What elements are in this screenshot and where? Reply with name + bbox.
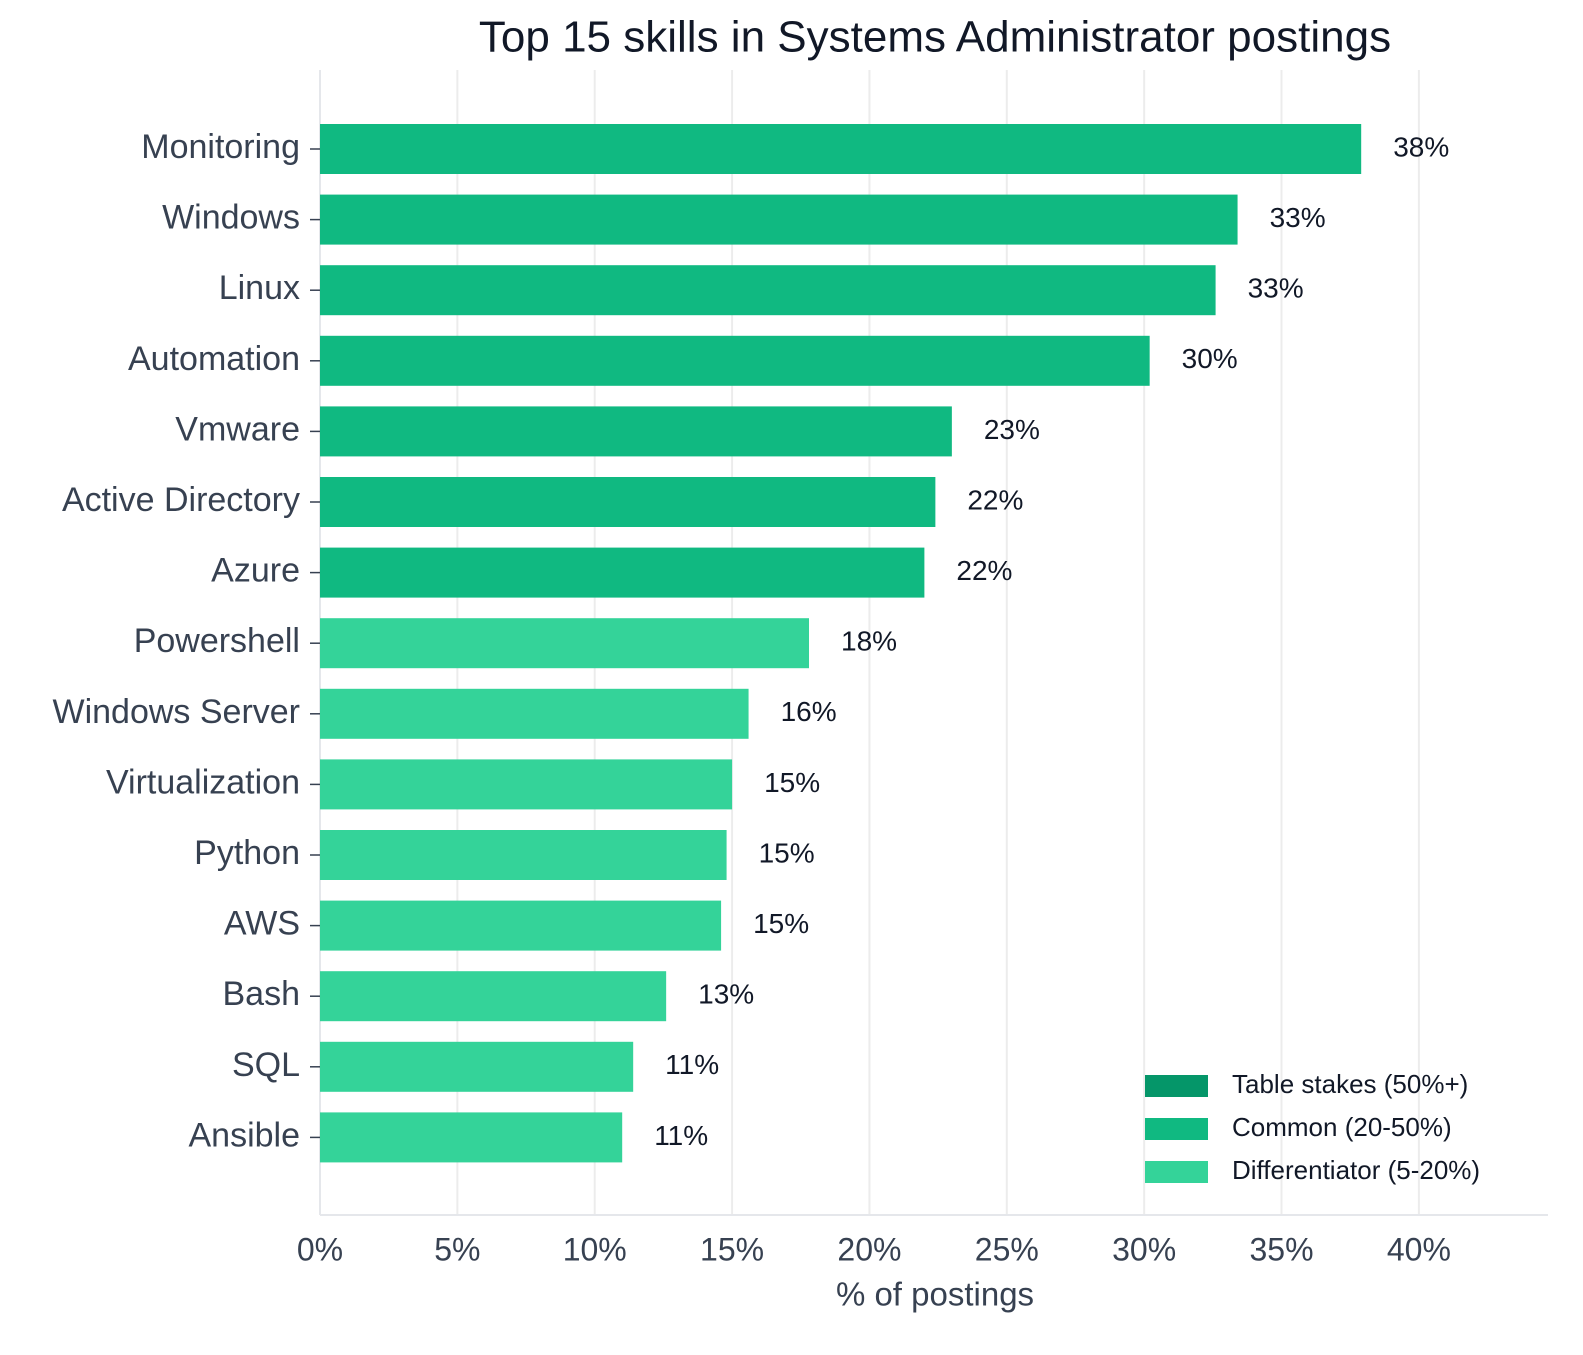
value-label: 16% [781,696,837,727]
bar [320,971,667,1022]
y-tick-label: Active Directory [62,481,300,519]
value-label: 15% [764,767,820,798]
y-tick-label: Monitoring [141,128,300,166]
bar [320,124,1362,174]
value-label: 22% [967,484,1023,515]
y-tick-label: Python [194,834,300,872]
legend-swatch [1145,1118,1208,1140]
bar [320,335,1150,386]
value-label: 30% [1182,343,1238,374]
bar [320,618,810,669]
bar [320,1041,634,1092]
value-label: 38% [1393,131,1449,162]
bar [320,406,952,457]
y-tick-label: Automation [128,340,300,378]
x-axis-label: % of postings [836,1276,1034,1313]
y-tick-label: Windows Server [52,693,300,731]
value-label: 22% [956,555,1012,586]
legend-label: Common (20-50%) [1232,1112,1452,1142]
value-label: 11% [654,1120,708,1151]
legend-swatch [1145,1075,1208,1097]
y-tick-label: Bash [223,975,301,1013]
x-tick-label: 30% [1112,1231,1176,1267]
bar [320,477,936,527]
x-tick-label: 35% [1249,1231,1313,1267]
x-tick-label: 40% [1387,1231,1451,1267]
y-tick-label: Azure [211,552,300,590]
bar [320,688,749,739]
bar [320,759,733,810]
value-label: 33% [1270,202,1326,233]
x-tick-label: 10% [563,1231,627,1267]
y-tick-label: Linux [219,269,300,307]
x-tick-label: 0% [297,1231,343,1267]
bar [320,194,1238,245]
chart-title: Top 15 skills in Systems Administrator p… [479,13,1391,62]
x-tick-label: 20% [837,1231,901,1267]
value-label: 18% [841,626,897,657]
x-tick-label: 25% [975,1231,1039,1267]
value-label: 15% [759,837,815,868]
legend-swatch [1145,1161,1208,1183]
bar [320,1112,623,1163]
value-label: 15% [753,908,809,939]
y-tick-label: Virtualization [106,763,300,801]
y-tick-label: Powershell [134,622,300,660]
x-tick-label: 15% [700,1231,764,1267]
bar [320,265,1216,316]
bar [320,900,722,951]
value-label: 33% [1248,273,1304,304]
y-tick-label: AWS [224,905,300,943]
bar [320,830,727,880]
legend-label: Differentiator (5-20%) [1232,1155,1480,1185]
y-tick-label: Windows [162,199,300,237]
y-tick-label: Vmware [175,410,300,448]
value-label: 13% [698,979,754,1010]
value-label: 23% [984,414,1040,445]
bar [320,547,925,598]
x-tick-label: 5% [434,1231,480,1267]
legend-label: Table stakes (50%+) [1232,1069,1468,1099]
value-label: 11% [665,1049,719,1080]
y-tick-label: Ansible [188,1116,300,1154]
y-tick-label: SQL [232,1046,300,1084]
